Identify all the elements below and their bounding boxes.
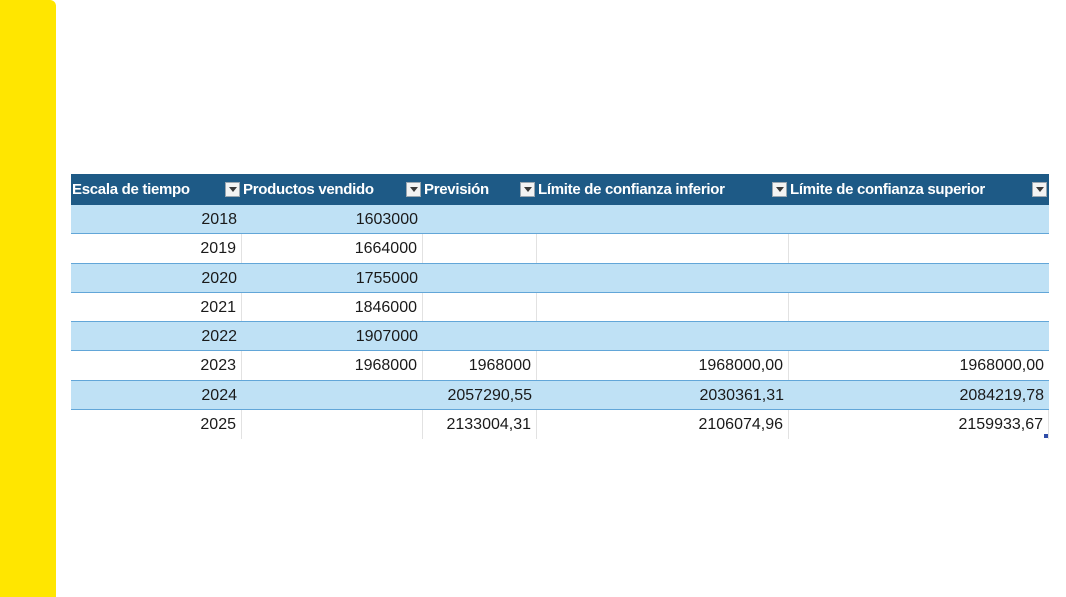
table-row: 2025 2133004,31 2106074,96 2159933,67: [71, 410, 1049, 440]
table-cell[interactable]: 1968000,00: [959, 357, 1044, 375]
table-cell[interactable]: 2020: [201, 269, 237, 287]
column-header-label: Escala de tiempo: [72, 180, 190, 198]
chevron-down-icon: [1035, 186, 1044, 192]
column-header-label: Productos vendido: [243, 180, 374, 198]
column-header-time-scale[interactable]: Escala de tiempo: [71, 181, 242, 198]
column-header-lower-confidence[interactable]: Límite de confianza inferior: [537, 181, 789, 198]
table-cell[interactable]: [537, 205, 789, 233]
table-cell[interactable]: [789, 322, 1049, 350]
filter-dropdown-button[interactable]: [1032, 181, 1047, 197]
spreadsheet-table: Escala de tiempo Productos vendido Previ…: [71, 174, 1049, 440]
table-cell[interactable]: 2025: [71, 410, 242, 440]
table-cell[interactable]: 2159933,67: [789, 410, 1049, 440]
table-cell[interactable]: 2019: [71, 234, 242, 263]
filter-dropdown-button[interactable]: [406, 181, 421, 197]
filter-dropdown-button[interactable]: [520, 181, 535, 197]
table-cell[interactable]: 2106074,96: [537, 410, 789, 440]
table-cell[interactable]: [789, 293, 1049, 321]
filter-dropdown-button[interactable]: [225, 181, 240, 197]
column-header-label: Previsión: [424, 180, 489, 198]
yellow-accent-bar: [0, 0, 56, 597]
table-cell[interactable]: 1603000: [355, 211, 418, 228]
chevron-down-icon: [228, 186, 237, 192]
table-cell[interactable]: 2030361,31: [699, 386, 784, 404]
table-cell[interactable]: [423, 234, 537, 263]
table-row: 2020 1755000: [71, 263, 1049, 293]
table-cell[interactable]: [789, 234, 1049, 262]
table-row: 2023 1968000 1968000 1968000,00 1968000,…: [71, 351, 1049, 381]
table-cell[interactable]: 1907000: [355, 328, 418, 346]
table-resize-handle[interactable]: [1044, 434, 1048, 439]
table-cell[interactable]: [537, 292, 789, 322]
table-cell[interactable]: [423, 264, 537, 292]
column-header-label: Límite de confianza inferior: [538, 180, 725, 198]
table-row: 2022 1907000: [71, 322, 1049, 352]
table-cell[interactable]: [423, 292, 537, 322]
table-cell[interactable]: 2018: [201, 211, 237, 228]
table-cell[interactable]: 1968000,00: [537, 351, 789, 380]
table-cell[interactable]: 2057290,55: [447, 386, 532, 404]
table-cell[interactable]: 1664000: [242, 234, 423, 263]
column-header-upper-confidence[interactable]: Límite de confianza superior: [789, 181, 1049, 198]
table-cell[interactable]: [537, 234, 789, 263]
table-cell[interactable]: 2133004,31: [423, 410, 537, 440]
filter-dropdown-button[interactable]: [772, 181, 787, 197]
table-header-row: Escala de tiempo Productos vendido Previ…: [71, 174, 1049, 205]
chevron-down-icon: [523, 186, 532, 192]
table-cell[interactable]: 2023: [71, 351, 242, 380]
chevron-down-icon: [775, 186, 784, 192]
table-row: 2018 1603000: [71, 205, 1049, 235]
table-cell[interactable]: [537, 264, 789, 292]
table-cell[interactable]: 1968000: [423, 351, 537, 380]
table-cell[interactable]: 2021: [71, 292, 242, 322]
column-header-products-sold[interactable]: Productos vendido: [242, 181, 423, 198]
column-header-forecast[interactable]: Previsión: [423, 181, 537, 198]
table-cell[interactable]: [537, 322, 789, 350]
table-cell[interactable]: [242, 410, 423, 440]
table-row: 2024 2057290,55 2030361,31 2084219,78: [71, 380, 1049, 411]
table-row: 2021 1846000: [71, 292, 1049, 323]
table-cell[interactable]: 2084219,78: [959, 386, 1044, 404]
table-cell[interactable]: [242, 381, 423, 409]
table-cell[interactable]: 2024: [201, 386, 237, 404]
table-cell[interactable]: 1755000: [355, 269, 418, 287]
table-cell[interactable]: [789, 264, 1049, 292]
table-cell[interactable]: 2022: [201, 328, 237, 346]
table-cell[interactable]: [423, 205, 537, 233]
table-cell[interactable]: 1846000: [242, 292, 423, 322]
table-row: 2019 1664000: [71, 234, 1049, 264]
table-cell[interactable]: [423, 322, 537, 350]
table-cell[interactable]: 1968000: [242, 351, 423, 380]
column-header-label: Límite de confianza superior: [790, 180, 985, 198]
table-cell[interactable]: [789, 205, 1049, 233]
chevron-down-icon: [409, 186, 418, 192]
